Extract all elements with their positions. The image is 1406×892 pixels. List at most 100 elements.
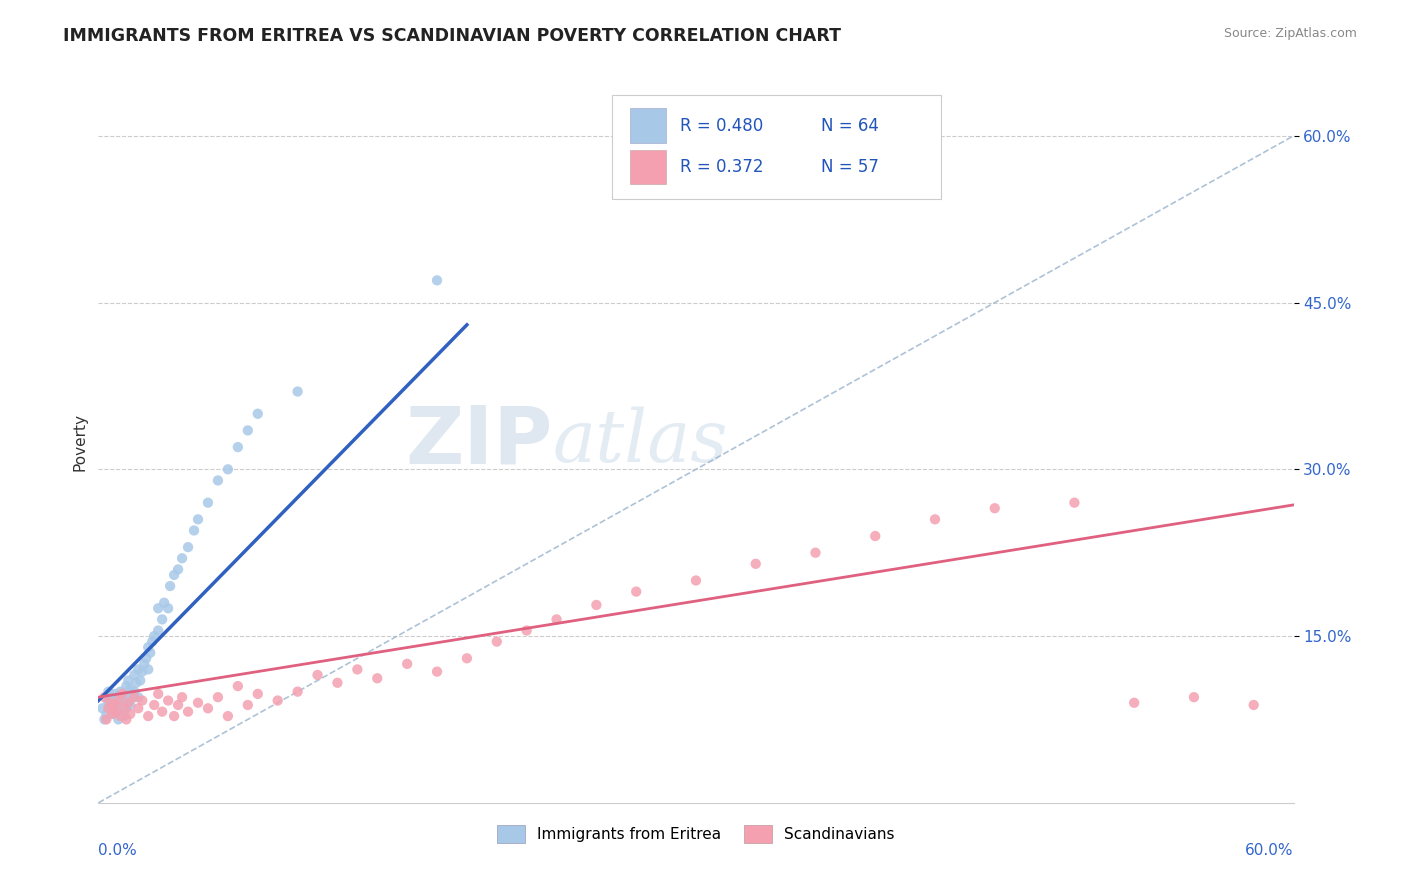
Text: Source: ZipAtlas.com: Source: ZipAtlas.com bbox=[1223, 27, 1357, 40]
Point bbox=[1123, 696, 1146, 710]
Point bbox=[287, 384, 309, 399]
FancyBboxPatch shape bbox=[630, 150, 666, 185]
Point bbox=[366, 671, 388, 685]
Point bbox=[236, 424, 259, 438]
Point bbox=[183, 524, 205, 538]
Point bbox=[115, 679, 138, 693]
Point bbox=[143, 698, 166, 712]
Point bbox=[127, 690, 149, 705]
Point bbox=[150, 612, 173, 626]
Point bbox=[226, 679, 249, 693]
Point bbox=[98, 696, 122, 710]
Text: R = 0.372: R = 0.372 bbox=[681, 158, 763, 176]
Point bbox=[103, 698, 125, 712]
Point bbox=[96, 713, 118, 727]
Point bbox=[117, 673, 139, 688]
Point bbox=[226, 440, 249, 454]
Point bbox=[115, 713, 138, 727]
Point bbox=[131, 665, 153, 679]
Point bbox=[157, 601, 180, 615]
Point bbox=[101, 693, 124, 707]
Point bbox=[98, 701, 122, 715]
Point bbox=[110, 698, 132, 712]
Point bbox=[112, 709, 135, 723]
Point bbox=[346, 662, 368, 676]
Text: N = 64: N = 64 bbox=[821, 117, 879, 135]
Point bbox=[685, 574, 707, 588]
Point bbox=[396, 657, 419, 671]
Text: R = 0.480: R = 0.480 bbox=[681, 117, 763, 135]
Point bbox=[804, 546, 827, 560]
Point bbox=[246, 687, 269, 701]
Point bbox=[136, 640, 159, 655]
Point bbox=[307, 668, 329, 682]
Point bbox=[326, 675, 349, 690]
Point bbox=[136, 709, 159, 723]
Point bbox=[236, 698, 259, 712]
Text: 0.0%: 0.0% bbox=[98, 843, 138, 857]
Point bbox=[626, 584, 648, 599]
Point bbox=[207, 474, 229, 488]
Text: atlas: atlas bbox=[553, 406, 728, 477]
Point bbox=[246, 407, 269, 421]
Point bbox=[127, 701, 149, 715]
Point bbox=[745, 557, 768, 571]
Point bbox=[163, 568, 186, 582]
Point bbox=[456, 651, 478, 665]
Point bbox=[111, 705, 134, 719]
Point bbox=[105, 705, 128, 719]
Point bbox=[93, 690, 115, 705]
Point bbox=[120, 682, 142, 697]
Point bbox=[426, 665, 449, 679]
Point bbox=[105, 692, 128, 706]
FancyBboxPatch shape bbox=[613, 95, 941, 200]
Point bbox=[111, 693, 134, 707]
Point bbox=[924, 512, 946, 526]
Point bbox=[516, 624, 538, 638]
Point bbox=[101, 706, 124, 721]
Point bbox=[426, 273, 449, 287]
Point bbox=[163, 709, 186, 723]
Point bbox=[129, 673, 152, 688]
Point bbox=[485, 634, 508, 648]
Point bbox=[110, 684, 132, 698]
Point bbox=[172, 551, 194, 566]
Point bbox=[117, 696, 139, 710]
Point bbox=[187, 512, 209, 526]
Point bbox=[107, 693, 129, 707]
Point bbox=[103, 698, 125, 712]
Point bbox=[120, 706, 142, 721]
Point bbox=[131, 693, 153, 707]
Point bbox=[136, 662, 159, 676]
Point bbox=[96, 690, 118, 705]
Point bbox=[105, 705, 128, 719]
Point bbox=[141, 634, 163, 648]
Point bbox=[97, 701, 120, 715]
Point bbox=[148, 624, 170, 638]
Point bbox=[159, 579, 181, 593]
Point bbox=[1063, 496, 1085, 510]
Text: IMMIGRANTS FROM ERITREA VS SCANDINAVIAN POVERTY CORRELATION CHART: IMMIGRANTS FROM ERITREA VS SCANDINAVIAN … bbox=[63, 27, 841, 45]
Point bbox=[112, 690, 135, 705]
Point bbox=[93, 713, 115, 727]
Point bbox=[97, 696, 120, 710]
Point bbox=[177, 705, 200, 719]
Point bbox=[177, 540, 200, 554]
Legend: Immigrants from Eritrea, Scandinavians: Immigrants from Eritrea, Scandinavians bbox=[491, 819, 901, 849]
Y-axis label: Poverty: Poverty bbox=[72, 412, 87, 471]
Point bbox=[585, 598, 607, 612]
Point bbox=[1243, 698, 1265, 712]
Point bbox=[125, 675, 148, 690]
Point bbox=[124, 684, 146, 698]
Point bbox=[197, 701, 219, 715]
Point bbox=[98, 690, 122, 705]
Point bbox=[172, 690, 194, 705]
Point bbox=[101, 706, 124, 721]
Point bbox=[134, 657, 156, 671]
Point bbox=[865, 529, 887, 543]
FancyBboxPatch shape bbox=[630, 109, 666, 143]
Text: ZIP: ZIP bbox=[405, 402, 553, 481]
Point bbox=[107, 701, 129, 715]
Point bbox=[187, 696, 209, 710]
Point bbox=[148, 601, 170, 615]
